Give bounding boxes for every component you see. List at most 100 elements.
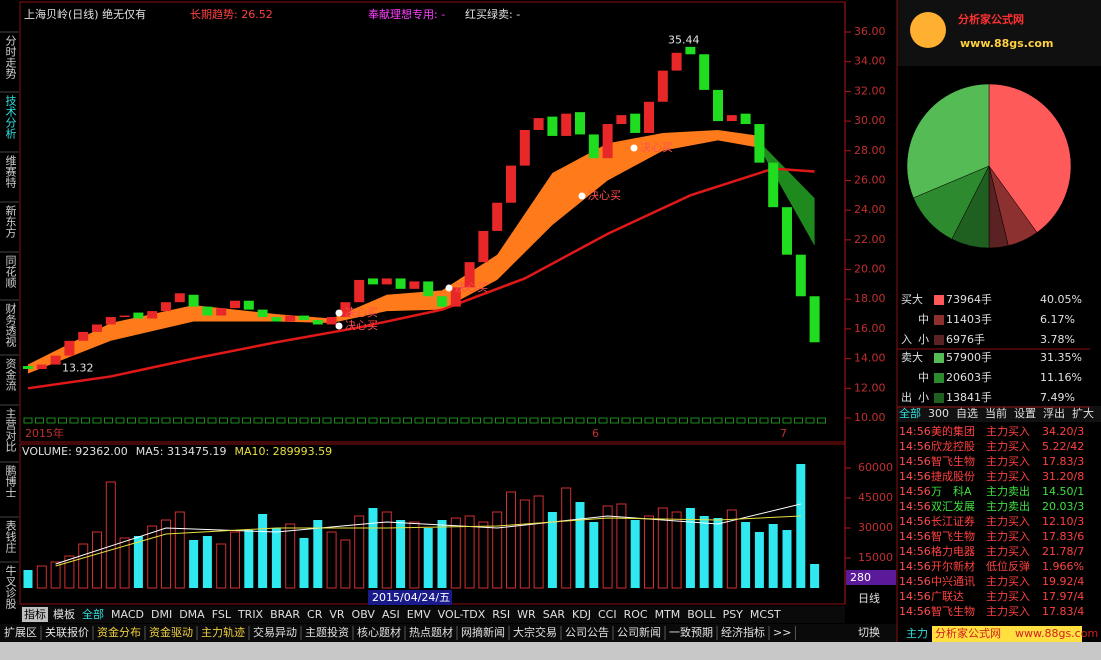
candle (588, 134, 599, 159)
ticker-cell: 开尔新材 (931, 559, 975, 573)
list-tab[interactable]: 设置 (1014, 407, 1036, 420)
indicator-tab[interactable]: DMA (179, 608, 205, 621)
side-tab[interactable]: 财务透视 (4, 302, 17, 347)
signal-label: 决心买 (640, 141, 673, 154)
indicator-tab[interactable]: MACD (111, 608, 144, 621)
bottom-tab[interactable]: 公司新闻 (617, 625, 661, 639)
side-label: 出 (901, 390, 912, 404)
bottom-tab[interactable]: 关联报价 (45, 625, 89, 639)
ticker-cell: 17.83/4 (1042, 605, 1084, 618)
bottom-tab[interactable]: 热点题材 (409, 625, 453, 639)
indicator-tab[interactable]: OBV (352, 608, 376, 621)
bottom-tab[interactable]: 扩展区 (4, 625, 37, 639)
side-tab[interactable]: 分时走势 (4, 35, 17, 79)
volume-bar (189, 540, 199, 588)
indicator-tab[interactable]: BOLL (687, 608, 716, 621)
side-tab[interactable]: 表钱庄 (4, 519, 17, 554)
side-tab[interactable]: 主营对比 (4, 408, 17, 452)
indicator-tab[interactable]: DMI (151, 608, 172, 621)
indicator-tab[interactable]: BRAR (270, 608, 300, 621)
indicator-tab[interactable]: ROC (624, 608, 648, 621)
indicator-tab[interactable]: EMV (407, 608, 431, 621)
candle (105, 317, 116, 325)
side-tab[interactable]: 新东方 (4, 204, 17, 238)
list-tab[interactable]: 当前 (985, 406, 1007, 420)
signal-dot (630, 144, 638, 152)
side-tab[interactable]: 同花顺 (4, 255, 17, 289)
bottom-tab[interactable]: 主力轨迹 (201, 625, 245, 639)
strip-square (725, 417, 734, 424)
indicator-tab[interactable]: 全部 (82, 607, 104, 621)
list-tab[interactable]: 浮出 (1043, 406, 1065, 420)
indicator-tab[interactable]: TRIX (237, 608, 264, 621)
bottom-tab[interactable]: 大宗交易 (513, 625, 557, 639)
volume-bar (119, 537, 130, 589)
ticker-cell: 17.83/3 (1042, 455, 1084, 468)
volume-bar (726, 509, 737, 589)
strip-square (104, 417, 113, 424)
signal-label: 决心买 (588, 189, 621, 202)
candle (437, 296, 447, 307)
bottom-tab[interactable]: >> (773, 626, 791, 639)
indicator-tab[interactable]: PSY (723, 608, 744, 621)
candle (174, 293, 185, 303)
volume-bar (78, 543, 89, 589)
side-tab[interactable]: 维赛特 (4, 155, 17, 188)
indicator-tab[interactable]: MTM (655, 608, 681, 621)
strip-square (207, 417, 217, 424)
indicator-tab[interactable]: VOL-TDX (438, 608, 486, 621)
bottom-tab[interactable]: 交易异动 (253, 625, 297, 639)
list-tab[interactable]: 自选 (956, 407, 978, 420)
bottom-tab[interactable]: 资金驱动 (149, 625, 193, 639)
switch[interactable]: 切换 (858, 625, 880, 639)
candle (671, 52, 682, 71)
strip-square (426, 417, 435, 424)
bottom-tab[interactable]: 公司公告 (565, 626, 609, 639)
ticker-cell: 34.20/3 (1042, 425, 1084, 438)
volume-bar (437, 520, 447, 588)
strip-square (748, 417, 757, 424)
indicator-tab[interactable]: FSL (212, 608, 232, 621)
list-tab[interactable]: 全部 (899, 406, 921, 420)
side-label: 卖 (901, 351, 912, 364)
ticker-cell: 智飞生物 (931, 454, 975, 468)
indicator-tab[interactable]: RSI (492, 608, 510, 621)
side-tab[interactable]: 资金流 (4, 358, 17, 391)
side-tab[interactable]: 牛叉诊股 (4, 564, 17, 610)
volume-bar (561, 487, 572, 589)
candle (230, 300, 240, 309)
indicator-tab[interactable]: KDJ (572, 608, 591, 621)
candle (23, 366, 33, 370)
strip-square (610, 417, 619, 424)
indicator-tab[interactable]: SAR (543, 608, 566, 621)
bottom-tab[interactable]: 经济指标 (721, 625, 765, 639)
indicator-tab[interactable]: CR (307, 608, 323, 621)
candle (36, 364, 47, 370)
list-tab[interactable]: 300 (928, 407, 949, 420)
period[interactable]: 日线 (858, 591, 880, 605)
strip-square (529, 417, 539, 424)
bottom-tab[interactable]: 资金分布 (97, 625, 141, 639)
bottom-tab[interactable]: 网摘新闻 (461, 625, 505, 639)
footer-brand-box (932, 626, 1082, 642)
percent: 3.78% (1040, 333, 1075, 346)
indicator-tab[interactable]: 模板 (53, 607, 75, 621)
strip-square (541, 417, 550, 424)
indicator-tab[interactable]: ASI (382, 608, 400, 621)
indicator-tab[interactable]: CCI (598, 608, 617, 621)
candle (381, 278, 392, 285)
list-tab[interactable]: 扩大 (1072, 406, 1094, 420)
volume-bar (354, 515, 365, 589)
side-tab[interactable]: 鹏博士 (4, 465, 17, 498)
side-tab[interactable]: 技术分析 (4, 95, 17, 140)
indicator-tab[interactable]: WR (517, 608, 536, 621)
dedication: 奉献理想专用: - (368, 7, 445, 21)
strip-square (368, 417, 378, 424)
indicator-tab[interactable]: MCST (750, 608, 781, 621)
bottom-tab[interactable]: 核心题材 (357, 625, 401, 639)
indicator-tab[interactable]: 指标 (24, 607, 46, 621)
candle (161, 302, 171, 312)
bottom-tab[interactable]: 一致预期 (669, 625, 713, 639)
indicator-tab[interactable]: VR (329, 608, 345, 621)
bottom-tab[interactable]: 主题投资 (305, 625, 349, 639)
